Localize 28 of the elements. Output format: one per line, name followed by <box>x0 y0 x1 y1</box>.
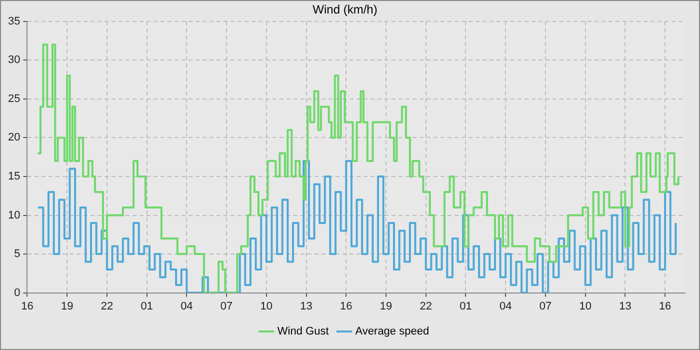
x-tick-label: 01 <box>460 300 472 312</box>
x-tick-label: 07 <box>539 300 552 312</box>
x-tick-label: 04 <box>499 300 512 312</box>
x-tick-label: 13 <box>619 300 632 312</box>
x-tick-label: 16 <box>340 300 352 312</box>
x-tick-label: 13 <box>300 300 312 312</box>
y-tick-label: 15 <box>8 170 20 183</box>
x-tick-label: 07 <box>220 300 233 312</box>
x-tick-label: 16 <box>21 300 34 312</box>
x-tick-label: 16 <box>658 300 672 312</box>
x-tick-label: 22 <box>100 300 114 312</box>
x-tick-label: 01 <box>140 300 153 312</box>
y-tick-label: 25 <box>8 92 20 105</box>
y-tick-label: 0 <box>14 286 20 299</box>
y-tick-label: 10 <box>8 209 20 222</box>
y-tick-label: 35 <box>8 15 20 28</box>
x-tick-label: 04 <box>180 300 193 312</box>
y-tick-label: 20 <box>8 132 20 144</box>
y-tick-label: 5 <box>14 248 20 260</box>
chart-title: Wind (km/h) <box>312 2 378 17</box>
y-tick-label: 30 <box>8 54 20 66</box>
x-tick-label: 10 <box>260 300 273 312</box>
x-tick-label: 10 <box>579 300 592 312</box>
x-tick-label: 19 <box>380 300 392 312</box>
x-tick-label: 19 <box>60 300 74 312</box>
legend-label: Wind Gust <box>277 326 329 338</box>
legend-label: Average speed <box>355 326 430 338</box>
x-tick-label: 22 <box>420 300 432 312</box>
